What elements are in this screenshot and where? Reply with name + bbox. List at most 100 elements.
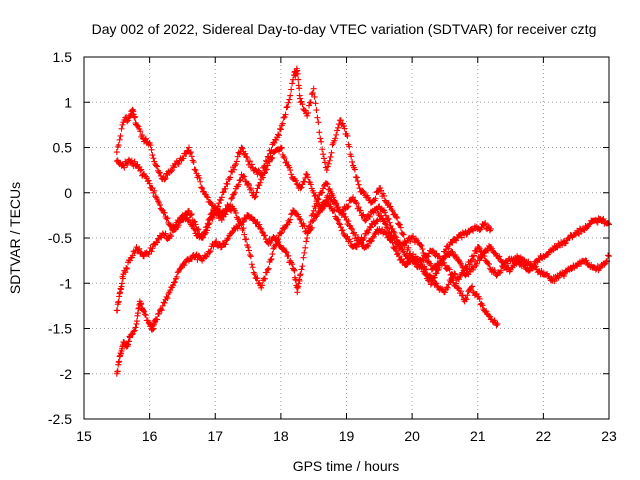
data-point: [382, 212, 389, 219]
data-point: [356, 185, 363, 192]
data-point-fill: [314, 114, 321, 121]
data-point-fill: [157, 172, 164, 179]
data-point: [238, 221, 245, 228]
data-point: [277, 144, 284, 151]
data-point: [487, 225, 494, 232]
data-point-fill: [287, 216, 294, 223]
data-point-fill: [460, 270, 467, 277]
data-point-fill: [361, 234, 368, 241]
data-point: [159, 302, 166, 309]
data-point-fill: [396, 221, 403, 228]
data-point-fill: [345, 218, 352, 225]
y-tick-label: 0: [64, 185, 72, 201]
data-point-fill: [163, 215, 170, 222]
data-point-fill: [368, 237, 375, 244]
data-point-fill: [256, 221, 263, 228]
data-point: [382, 221, 389, 228]
x-tick-label: 15: [76, 428, 92, 444]
data-point-fill: [149, 152, 156, 159]
axis-ticks: 15 16 17 18 19 20 21 22 23 -2.5 -2 -1.5 -1 -0.5 0 0.5 1 1…: [48, 49, 617, 444]
data-point-fill: [281, 155, 288, 162]
data-point-fill: [576, 231, 582, 238]
data-point-fill: [479, 302, 486, 309]
data-point-fill: [280, 114, 287, 121]
data-point-fill: [247, 253, 254, 260]
data-point: [126, 257, 133, 264]
data-point-fill: [213, 238, 220, 245]
data-point-fill: [150, 155, 157, 162]
data-point-fill: [154, 239, 161, 246]
data-point-fill: [282, 111, 289, 118]
data-point-fill: [307, 219, 314, 226]
data-point-fill: [315, 196, 322, 203]
data-point-fill: [255, 167, 262, 174]
data-point-fill: [168, 168, 175, 175]
data-point-fill: [233, 158, 240, 165]
data-point: [297, 216, 304, 223]
data-point-fill: [240, 225, 247, 232]
data-point-fill: [390, 228, 397, 235]
data-point-fill: [386, 219, 393, 226]
data-point-fill: [458, 234, 465, 241]
data-point-fill: [372, 195, 379, 202]
data-point-fill: [123, 114, 130, 121]
data-point-fill: [248, 261, 255, 268]
data-point-fill: [313, 200, 320, 207]
x-tick-label: 22: [536, 428, 552, 444]
data-point-fill: [141, 136, 148, 143]
y-tick-label: -0.5: [48, 230, 72, 246]
data-point-fill: [407, 238, 414, 245]
y-axis-label: SDTVAR / TECUs: [7, 182, 23, 294]
data-point-fill: [309, 89, 316, 96]
data-point-fill: [469, 283, 476, 290]
data-point-fill: [335, 216, 342, 223]
data-point-fill: [393, 213, 400, 220]
data-point: [428, 280, 435, 287]
data-point-fill: [353, 174, 360, 181]
data-point-fill: [173, 273, 180, 280]
data-point-fill: [224, 236, 231, 243]
data-point: [199, 235, 206, 241]
data-point-fill: [180, 155, 187, 162]
data-point-fill: [466, 261, 473, 268]
data-point-fill: [242, 150, 249, 157]
data-point-fill: [171, 164, 177, 171]
data-point-fill: [275, 131, 282, 138]
data-point-fill: [605, 252, 612, 259]
data-point-fill: [154, 163, 161, 170]
data-point-fill: [283, 222, 290, 229]
data-point-fill: [397, 224, 404, 231]
data-point-fill: [339, 120, 346, 127]
data-point-fill: [188, 211, 195, 218]
data-point-fill: [273, 136, 280, 143]
data-point-fill: [283, 158, 290, 165]
data-point-fill: [301, 249, 308, 256]
data-point-fill: [493, 322, 500, 329]
data-point-fill: [577, 260, 584, 267]
data-point-fill: [235, 181, 242, 188]
data-point-fill: [148, 146, 155, 153]
data-point-fill: [156, 201, 163, 208]
data-point-fill: [395, 250, 402, 257]
data-point-fill: [429, 247, 436, 254]
data-point-fill: [324, 200, 331, 207]
data-point-fill: [339, 227, 346, 234]
data-point-fill: [605, 220, 612, 227]
data-point-fill: [246, 181, 252, 188]
data-point-fill: [367, 224, 374, 231]
data-point-fill: [324, 163, 331, 170]
data-point: [238, 144, 245, 151]
y-tick-label: -1.5: [48, 321, 72, 337]
y-tick-label: -2: [60, 366, 73, 382]
data-point-fill: [381, 209, 388, 216]
data-point-fill: [168, 233, 175, 240]
data-point-fill: [386, 229, 393, 236]
data-point-fill: [285, 99, 292, 106]
data-point-fill: [164, 215, 171, 222]
data-point-fill: [188, 153, 195, 160]
data-point-fill: [176, 218, 183, 225]
data-point-fill: [394, 214, 401, 221]
data-point-fill: [315, 119, 322, 126]
data-point-fill: [262, 157, 269, 164]
data-point-fill: [257, 179, 264, 186]
